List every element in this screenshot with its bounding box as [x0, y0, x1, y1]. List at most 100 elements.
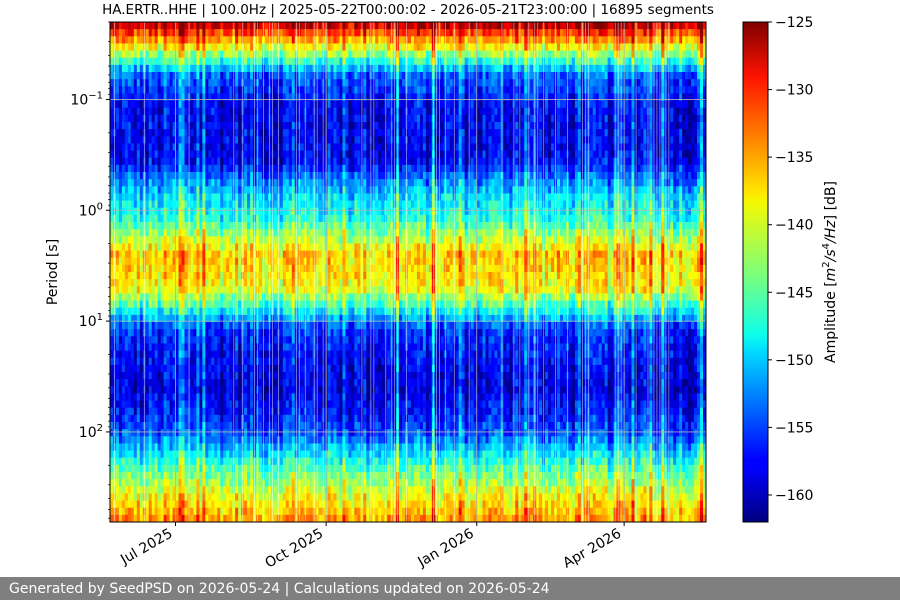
heatmap-cell [145, 36, 150, 45]
heatmap-cell [247, 436, 251, 445]
heatmap-cell [136, 257, 141, 266]
heatmap-cell [288, 507, 293, 516]
heatmap-cell [127, 379, 132, 387]
heatmap-cell [273, 57, 278, 66]
heatmap-cell [145, 450, 150, 459]
heatmap-cell [273, 122, 278, 130]
heatmap-cell [235, 329, 239, 337]
heatmap-cell [184, 136, 189, 145]
heatmap-cell [169, 386, 174, 395]
heatmap-cell [124, 314, 129, 323]
heatmap-cell [110, 386, 114, 395]
heatmap-cell [211, 236, 215, 245]
heatmap-cell [169, 22, 174, 30]
heatmap-cell [115, 414, 120, 423]
heatmap-cell [229, 329, 233, 337]
heatmap-cell [306, 357, 311, 366]
heatmap-cell [273, 279, 278, 287]
heatmap-cell [259, 479, 263, 487]
heatmap-cell [282, 307, 287, 316]
heatmap-cell [309, 300, 314, 309]
heatmap-cell [175, 136, 180, 145]
heatmap-cell [160, 207, 165, 216]
heatmap-cell [136, 422, 141, 430]
heatmap-cell [250, 79, 254, 87]
heatmap-cell [136, 450, 141, 459]
heatmap-cell [273, 343, 278, 352]
heatmap-cell [208, 264, 212, 273]
heatmap-cell [166, 279, 171, 287]
heatmap-cell [118, 157, 123, 166]
heatmap-cell [178, 372, 183, 380]
heatmap-cell [217, 193, 221, 202]
heatmap-cell [226, 450, 230, 459]
heatmap-cell [157, 500, 162, 509]
heatmap-cell [264, 429, 269, 437]
heatmap-cell [151, 457, 156, 466]
heatmap-cell [318, 293, 323, 302]
heatmap-cell [223, 436, 227, 445]
heatmap-cell [229, 107, 233, 116]
heatmap-cell [208, 50, 212, 59]
heatmap-cell [172, 464, 177, 473]
heatmap-cell [154, 100, 159, 109]
heatmap-cell [118, 93, 123, 102]
heatmap-cell [282, 479, 287, 487]
heatmap-cell [190, 207, 195, 216]
heatmap-cell [154, 43, 159, 52]
heatmap-cell [110, 207, 114, 216]
heatmap-cell [130, 236, 135, 245]
heatmap-cell [273, 93, 278, 102]
heatmap-cell [157, 250, 162, 259]
heatmap-cell [205, 86, 209, 95]
heatmap-cell [229, 400, 233, 409]
heatmap-cell [145, 172, 150, 180]
heatmap-cell [300, 22, 305, 30]
heatmap-cell [148, 264, 153, 273]
heatmap-cell [124, 493, 129, 502]
heatmap-cell [172, 472, 177, 480]
heatmap-cell [282, 157, 287, 166]
heatmap-cell [199, 250, 203, 259]
heatmap-cell [244, 150, 248, 159]
heatmap-cell [202, 357, 206, 366]
heatmap-cell [110, 143, 114, 152]
heatmap-cell [306, 514, 311, 522]
heatmap-cell [226, 86, 230, 95]
heatmap-cell [136, 407, 141, 416]
heatmap-cell [208, 314, 212, 323]
heatmap-cell [130, 29, 135, 37]
heatmap-cell [202, 72, 206, 80]
heatmap-cell [115, 350, 120, 359]
heatmap-cell [118, 136, 123, 145]
heatmap-cell [214, 236, 218, 245]
heatmap-cell [318, 472, 323, 480]
heatmap-cell [214, 457, 218, 466]
heatmap-cell [121, 329, 126, 337]
heatmap-cell [259, 222, 263, 230]
heatmap-cell [306, 507, 311, 516]
heatmap-cell [148, 79, 153, 87]
heatmap-cell [136, 414, 141, 423]
heatmap-cell [300, 100, 305, 109]
heatmap-cell [139, 264, 144, 273]
heatmap-cell [208, 400, 212, 409]
heatmap-cell [178, 500, 183, 509]
heatmap-cell [291, 307, 296, 316]
heatmap-cell [217, 286, 221, 295]
heatmap-cell [291, 86, 296, 95]
heatmap-cell [285, 479, 290, 487]
heatmap-cell [279, 457, 284, 466]
heatmap-cell [306, 436, 311, 445]
heatmap-cell [220, 72, 224, 80]
heatmap-cell [282, 200, 287, 209]
heatmap-cell [127, 236, 132, 245]
heatmap-cell [166, 514, 171, 522]
heatmap-cell [250, 372, 254, 380]
heatmap-cell [250, 257, 254, 266]
heatmap-cell [235, 164, 239, 173]
heatmap-cell [169, 479, 174, 487]
heatmap-cell [136, 293, 141, 302]
heatmap-cell [259, 314, 263, 323]
heatmap-cell [309, 279, 314, 287]
